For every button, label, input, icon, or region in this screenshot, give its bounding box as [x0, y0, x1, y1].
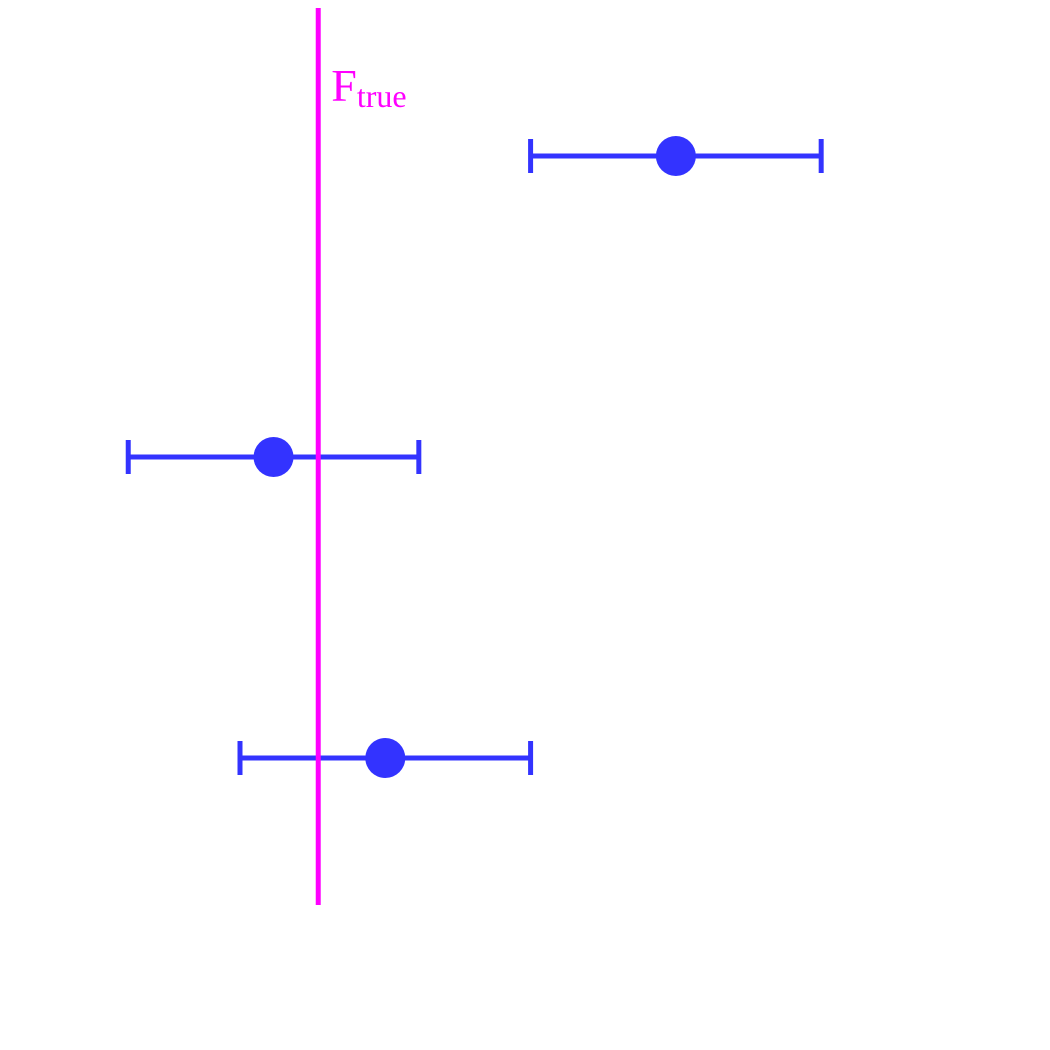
reference-label-subscript: true [357, 78, 407, 114]
point-estimate-1 [655, 136, 696, 176]
reference-label-main: F [331, 60, 357, 111]
points-group [253, 136, 696, 778]
point-estimate-3 [365, 738, 406, 778]
reference-line-label: Ftrue [331, 60, 406, 114]
error-bars-group [125, 139, 824, 775]
point-estimate-2 [253, 437, 294, 477]
